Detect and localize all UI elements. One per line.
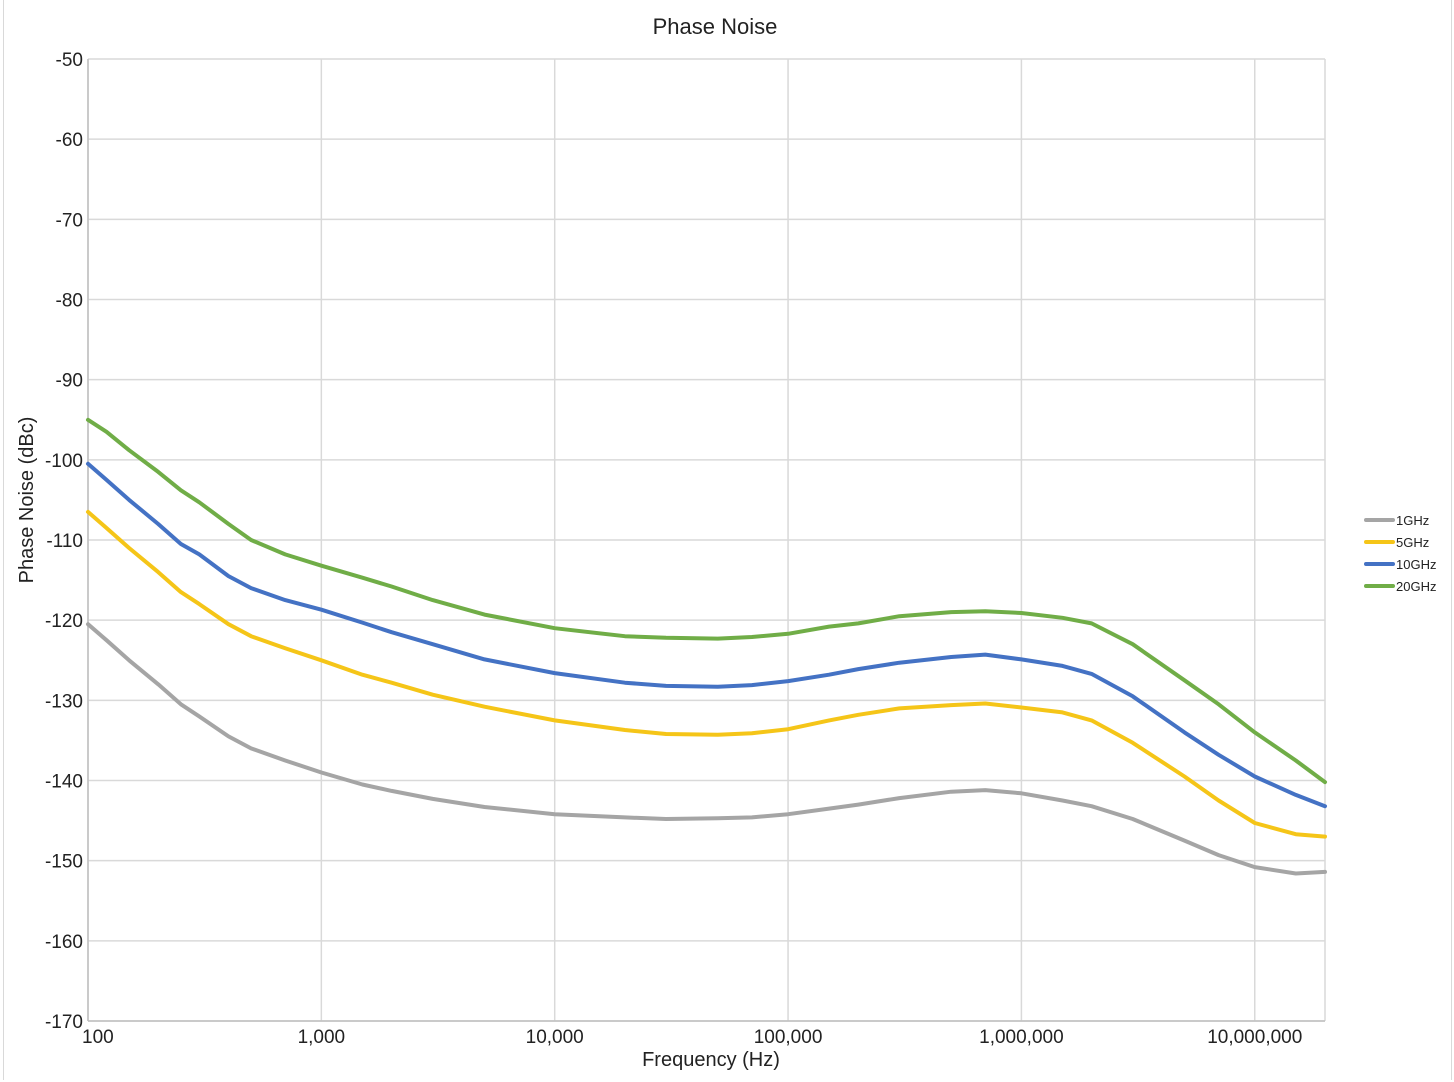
y-tick-label: -130 — [45, 691, 83, 712]
legend-label-10ghz: 10GHz — [1396, 557, 1436, 572]
y-tick-label: -110 — [46, 531, 83, 552]
y-tick-label: -70 — [56, 210, 83, 231]
y-tick-label: -60 — [56, 130, 83, 151]
x-tick-label: 1,000,000 — [979, 1027, 1064, 1048]
y-axis-label: Phase Noise (dBc) — [16, 417, 38, 584]
legend-label-20ghz: 20GHz — [1396, 579, 1436, 594]
grid — [87, 58, 1326, 1022]
series-line-10ghz — [86, 461, 1327, 809]
y-tick-label: -120 — [45, 611, 83, 632]
y-tick-label: -90 — [56, 371, 83, 392]
y-tick-label: -140 — [45, 772, 83, 793]
x-tick-label: 100 — [82, 1027, 114, 1048]
series-line-1ghz — [86, 622, 1327, 876]
y-tick-label: -100 — [45, 451, 83, 472]
y-tick-label: -150 — [45, 852, 83, 873]
x-tick-label: 10,000,000 — [1207, 1027, 1302, 1048]
x-tick-labels: 100 1,000 10,000 100,000 1,000,000 10,000,000 — [82, 1027, 1302, 1048]
x-axis-label: Frequency (Hz) — [642, 1049, 780, 1071]
x-tick-label: 10,000 — [526, 1027, 584, 1048]
x-tick-label: 1,000 — [298, 1027, 346, 1048]
x-tick-label: 100,000 — [754, 1027, 823, 1048]
y-tick-label: -50 — [56, 50, 83, 71]
y-tick-label: -80 — [56, 291, 83, 312]
legend-label-5ghz: 5GHz — [1396, 535, 1429, 550]
series-line-20ghz — [86, 417, 1327, 785]
y-tick-label: -160 — [45, 932, 83, 953]
chart-title: Phase Noise — [652, 14, 778, 39]
series-line-5ghz — [86, 509, 1327, 839]
y-tick-label: -170 — [45, 1012, 83, 1033]
series-lines — [86, 417, 1327, 876]
legend: 1GHz 5GHz 10GHz 20GHz — [1364, 513, 1436, 594]
legend-label-1ghz: 1GHz — [1396, 513, 1429, 528]
chart-frame — [3, 0, 1452, 1080]
y-tick-labels: -50 -60 -70 -80 -90 -100 -110 -120 -130 -140 -150 -… — [45, 50, 83, 1033]
